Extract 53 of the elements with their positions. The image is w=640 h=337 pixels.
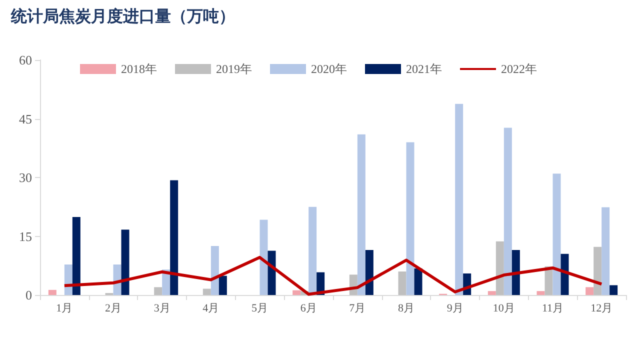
bar [536,291,545,295]
y-tick-label: 60 [19,52,32,68]
x-tick-label: 9月 [446,302,464,314]
bar [488,291,496,295]
bar [406,142,414,295]
bar [210,246,219,295]
bar [260,220,268,295]
legend-label: 2018年 [121,62,157,76]
bar [610,285,618,295]
x-tick-label: 2月 [105,302,122,314]
bar [602,207,610,295]
legend-label: 2020年 [311,62,347,76]
bar [218,276,227,295]
bar [365,250,374,295]
line-series [62,256,604,296]
x-tick-label: 10月 [492,302,515,314]
bar [496,241,504,295]
bar [121,230,130,295]
legend-label: 2019年 [216,62,252,76]
bar [308,206,317,295]
legend-label: 2022年 [501,62,537,76]
bar [504,128,512,295]
bar [72,217,80,295]
bar [594,246,602,295]
bar [154,287,162,295]
x-tick-label: 6月 [300,302,317,314]
bar [398,272,406,295]
x-tick-label: 5月 [252,302,268,314]
bar [586,287,594,295]
bar [560,254,569,295]
bar [414,268,422,295]
y-tick-label: 45 [19,111,32,126]
x-tick-label: 1月 [56,302,73,314]
bar [202,288,211,295]
x-tick-label: 4月 [202,302,220,314]
bar [455,104,464,295]
legend-label: 2021年 [406,62,442,76]
chart-title: 统计局焦炭月度进口量（万吨） [10,6,235,26]
x-tick-label: 12月 [590,302,613,314]
x-tick-label: 7月 [349,302,366,314]
bar [357,134,366,295]
y-tick-label: 0 [26,288,32,302]
bar [292,290,301,295]
bar [552,174,561,295]
bar [268,250,276,295]
x-tick-label: 8月 [398,302,414,314]
bar [170,180,178,295]
y-tick-label: 15 [19,228,32,244]
x-tick-label: 11月 [542,302,564,314]
bar [512,250,520,295]
bar [48,290,56,295]
y-tick-label: 30 [19,170,32,185]
x-tick-label: 3月 [154,302,170,314]
